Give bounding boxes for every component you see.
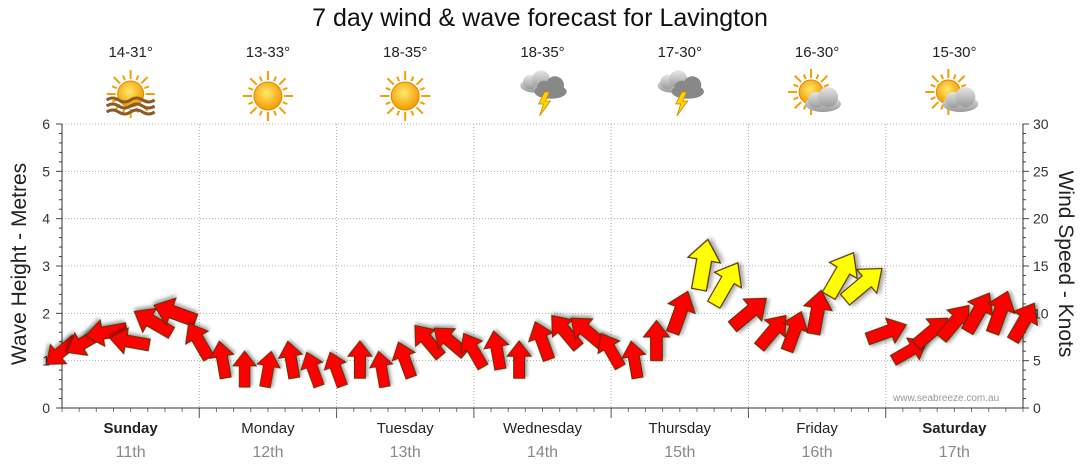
sun-icon [380, 71, 431, 121]
wind-arrow [277, 340, 304, 380]
weather-icons [105, 69, 979, 121]
temperature-range: 14-31° [108, 44, 153, 61]
sun-haze-icon [105, 70, 156, 118]
wind-arrow [185, 322, 215, 362]
watermark: www.seabreeze.com.au [893, 393, 1000, 404]
sun-icon [242, 71, 293, 121]
day-date: 12th [252, 444, 284, 461]
temperature-range: 16-30° [794, 44, 840, 61]
wind-arrow [597, 332, 626, 371]
wind-arrow [133, 307, 176, 340]
y-tick-right: 15 [1033, 258, 1049, 274]
wind-arrow [84, 318, 129, 348]
day-name: Sunday [103, 420, 158, 437]
wind-arrow [665, 290, 696, 336]
wind-arrow [753, 314, 787, 352]
wind-arrow [527, 321, 556, 363]
thunderstorm-icon [657, 70, 704, 117]
wind-arrow [821, 251, 858, 301]
wind-arrow [620, 340, 647, 380]
wind-arrow [108, 327, 151, 355]
day-date: 11th [115, 444, 146, 461]
day-date: 17th [938, 444, 970, 461]
y-tick-left: 2 [42, 305, 50, 321]
y-tick-left: 4 [42, 211, 50, 227]
thunderstorm-icon [520, 70, 567, 117]
wind-arrow [346, 340, 373, 379]
temperature-range: 18-35° [383, 44, 428, 61]
day-name: Thursday [648, 420, 712, 437]
y-tick-left: 1 [42, 353, 50, 369]
chart-title: 7 day wind & wave forecast for Lavington [312, 4, 768, 32]
wind-arrow [232, 350, 258, 388]
wind-arrow [839, 267, 883, 306]
wind-arrow [985, 290, 1016, 336]
wind-arrow [864, 317, 908, 346]
y-tick-left: 3 [42, 258, 50, 274]
wind-arrow [551, 314, 584, 352]
wind-arrow [209, 340, 235, 380]
wind-arrow [727, 297, 767, 333]
wind-arrow [460, 332, 489, 371]
day-name: Friday [796, 420, 838, 437]
partly-cloudy-icon [788, 69, 842, 115]
wind-arrow [1006, 302, 1039, 345]
wind-arrow [686, 238, 722, 292]
partly-cloudy-icon [925, 69, 979, 115]
day-date: 16th [801, 444, 833, 461]
day-name: Tuesday [376, 420, 434, 437]
wind-arrow [706, 262, 743, 309]
y-tick-left: 0 [42, 400, 50, 416]
wind-arrow [506, 340, 533, 379]
y-tick-right: 30 [1033, 116, 1049, 132]
wind-arrow [323, 351, 348, 389]
temperature-range: 18-35° [520, 44, 565, 61]
day-name: Wednesday [503, 420, 582, 437]
day-date: 14th [526, 444, 559, 461]
day-date: 15th [664, 444, 696, 461]
y-tick-right: 5 [1033, 353, 1041, 369]
wind-arrows [45, 238, 1039, 389]
day-name: Saturday [922, 420, 987, 437]
wind-arrow [153, 297, 199, 328]
temperature-range: 15-30° [932, 44, 977, 61]
wind-arrow [414, 324, 446, 361]
y-tick-right: 10 [1033, 305, 1049, 321]
y-tick-left: 6 [42, 116, 50, 132]
wind-arrow [368, 350, 394, 389]
wind-arrow [483, 330, 510, 371]
y-tick-right: 20 [1033, 211, 1049, 227]
y-tick-right: 25 [1033, 163, 1049, 179]
wind-arrow [802, 289, 834, 336]
wind-arrow [256, 350, 281, 389]
y-tick-right: 0 [1033, 400, 1041, 416]
wind-arrow [642, 319, 671, 362]
wind-arrow [780, 310, 809, 354]
wind-arrow [391, 341, 417, 380]
temperature-range: 17-30° [657, 44, 702, 61]
wind-arrow [300, 351, 325, 389]
day-date: 13th [389, 444, 421, 461]
temperature-range: 13-33° [245, 44, 291, 61]
y-tick-left: 5 [42, 163, 50, 179]
day-name: Monday [241, 420, 295, 437]
